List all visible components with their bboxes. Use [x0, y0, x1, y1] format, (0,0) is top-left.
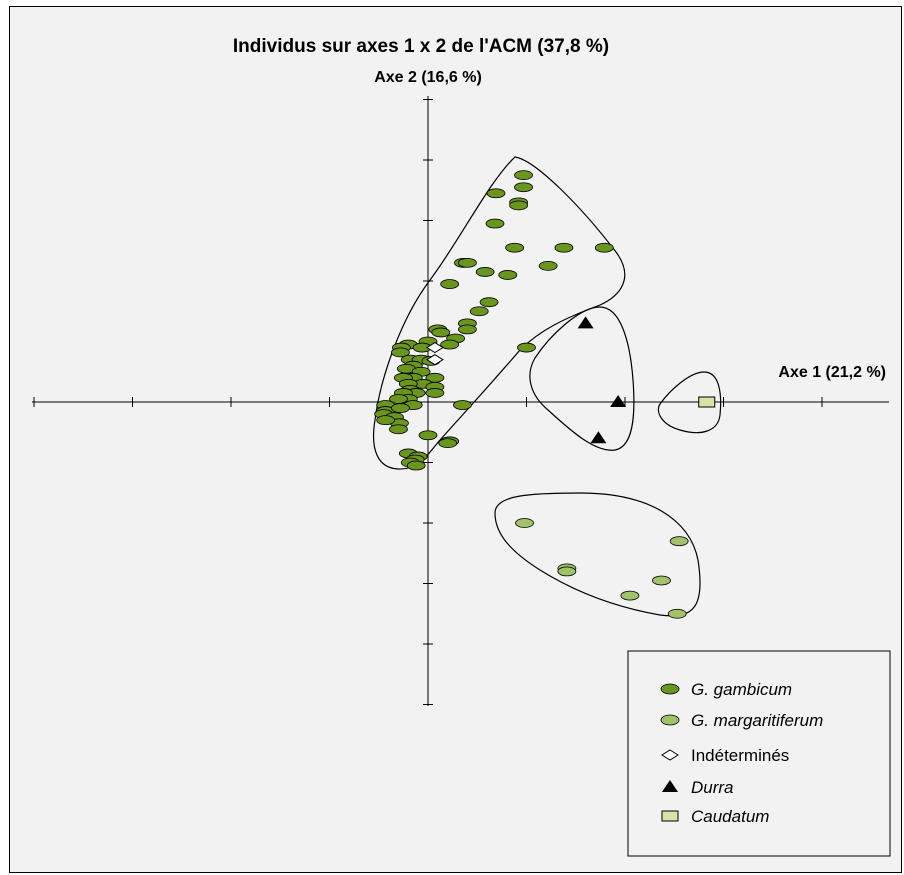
point-gambicum	[469, 306, 489, 317]
point-gambicum	[391, 403, 410, 413]
point-margaritiferum	[620, 590, 640, 601]
data-points	[374, 170, 716, 619]
point-gambicum	[514, 182, 533, 193]
hull-gambicum	[372, 156, 626, 470]
point-durra	[590, 431, 607, 444]
point-gambicum	[425, 388, 445, 398]
legend-label-gambicum: G. gambicum	[691, 680, 792, 699]
point-gambicum	[514, 170, 533, 181]
legend-label-margaritiferum: G. margaritiferum	[691, 711, 823, 730]
group-outlines	[372, 156, 722, 617]
point-gambicum	[418, 430, 438, 441]
point-gambicum	[517, 342, 536, 353]
legend-marker-margaritiferum	[660, 714, 680, 726]
hull-durra	[529, 306, 635, 451]
point-gambicum	[505, 242, 525, 253]
point-gambicum	[475, 267, 495, 277]
point-margaritiferum	[667, 608, 687, 619]
point-indetermines	[425, 354, 444, 366]
point-gambicum	[538, 260, 558, 271]
point-gambicum	[376, 415, 396, 426]
point-margaritiferum	[652, 575, 671, 586]
legend-marker-gambicum	[660, 683, 680, 695]
point-gambicum	[486, 188, 506, 199]
point-gambicum	[479, 297, 499, 308]
point-gambicum	[457, 257, 477, 268]
point-durra	[610, 395, 627, 407]
point-gambicum	[440, 339, 460, 350]
axis-ticks	[33, 99, 823, 705]
point-gambicum	[509, 200, 529, 211]
hull-margaritiferum	[494, 492, 701, 617]
point-gambicum	[453, 400, 472, 410]
y-axis-label: Axe 2 (16,6 %)	[374, 69, 482, 86]
point-margaritiferum	[515, 518, 534, 528]
chart-title: Individus sur axes 1 x 2 de l'ACM (37,8 …	[233, 36, 609, 57]
point-gambicum	[554, 242, 574, 253]
point-indetermines	[425, 341, 444, 354]
point-gambicum	[485, 218, 505, 229]
legend-marker-indetermines	[661, 749, 679, 761]
x-axis-label: Axe 1 (21,2 %)	[778, 364, 886, 381]
legend-label-indetermines: Indéterminés	[691, 746, 789, 765]
point-gambicum	[389, 424, 408, 435]
legend-marker-durra	[662, 780, 678, 792]
point-gambicum	[406, 460, 426, 471]
legend: G. gambicum G. margaritiferum Indétermin…	[627, 650, 891, 857]
point-margaritiferum	[557, 566, 577, 577]
point-margaritiferum	[669, 536, 689, 547]
point-gambicum	[391, 347, 410, 358]
hull-caudatum	[657, 371, 722, 434]
point-gambicum	[440, 279, 460, 289]
point-durra	[577, 316, 594, 329]
point-gambicum	[431, 327, 451, 338]
point-caudatum	[698, 396, 716, 408]
legend-label-durra: Durra	[691, 778, 734, 797]
point-gambicum	[498, 270, 518, 280]
point-gambicum	[457, 324, 477, 335]
legend-marker-caudatum	[661, 810, 679, 822]
legend-label-caudatum: Caudatum	[691, 807, 769, 826]
point-gambicum	[594, 242, 614, 253]
point-gambicum	[438, 438, 458, 449]
